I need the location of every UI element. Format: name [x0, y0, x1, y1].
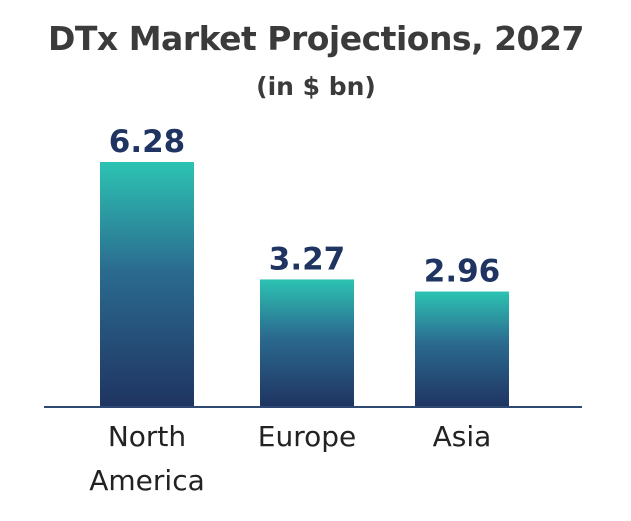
bar-2	[415, 291, 509, 407]
value-label-0: 6.28	[109, 124, 186, 160]
value-label-1: 3.27	[269, 241, 346, 277]
category-label-0-0: North	[108, 420, 186, 453]
category-label-2-0: Asia	[433, 420, 492, 453]
category-labels-group: North America Europe Asia	[89, 420, 491, 497]
category-label-1-0: Europe	[258, 420, 356, 453]
chart-title: DTx Market Projections, 2027	[48, 19, 584, 58]
category-label-0-1: America	[89, 464, 205, 497]
bar-0	[100, 162, 194, 407]
bar-1	[260, 279, 354, 407]
chart-subtitle: (in $ bn)	[256, 72, 376, 101]
value-labels-group: 6.28 3.27 2.96	[109, 124, 501, 290]
bars-group	[100, 162, 509, 407]
value-label-2: 2.96	[424, 254, 501, 290]
